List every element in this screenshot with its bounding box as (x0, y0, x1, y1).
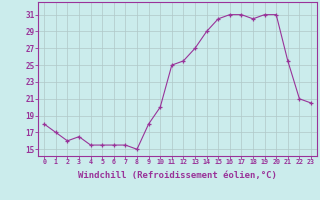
X-axis label: Windchill (Refroidissement éolien,°C): Windchill (Refroidissement éolien,°C) (78, 171, 277, 180)
